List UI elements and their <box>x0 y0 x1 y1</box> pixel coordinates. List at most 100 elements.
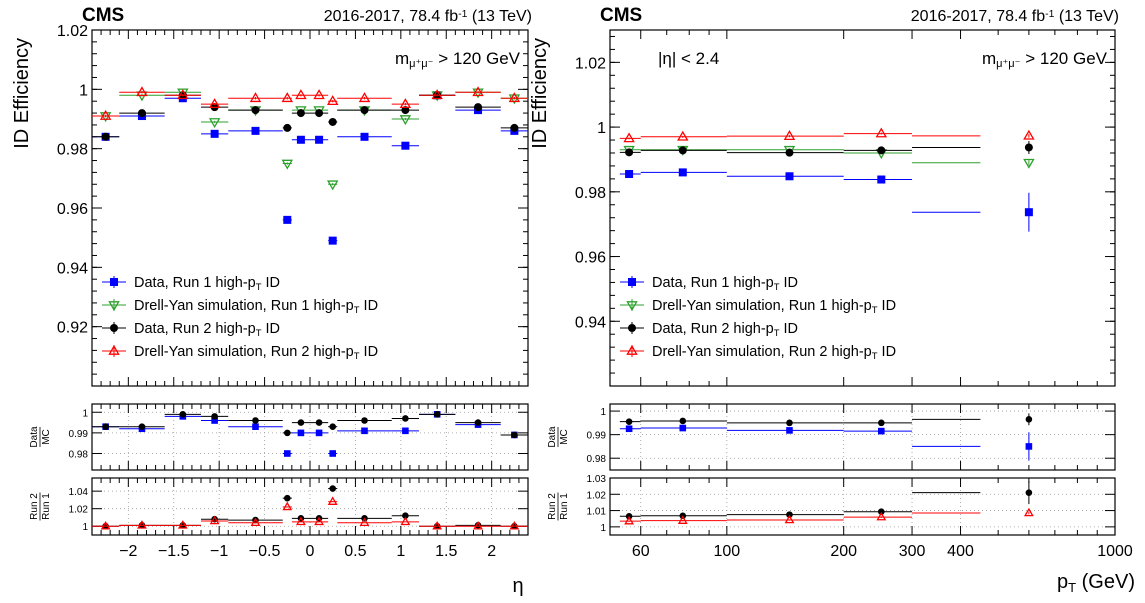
y-tick-label: 0.99 <box>69 429 89 440</box>
ratio-label-run2-run1: Run 2 Run 1 <box>29 492 52 521</box>
data-point-dy_run2 <box>472 86 484 97</box>
data-point-data_run1 <box>402 427 409 435</box>
data-point-dy_run2 <box>313 89 325 100</box>
text-span: Data, Run 2 high-p <box>652 321 774 337</box>
data-point-data_run1 <box>329 450 337 457</box>
y-tick-label: 1.03 <box>587 474 607 485</box>
data-point-data_run1 <box>283 450 291 457</box>
y-tick-label: 0.98 <box>69 450 89 461</box>
legend-marker <box>108 344 120 355</box>
x-tick-label: 60 <box>632 543 650 560</box>
data-point-data_run2 <box>283 494 291 502</box>
legend-label: Drell-Yan simulation, Run 2 high-pT ID <box>134 344 378 361</box>
data-point-data_run2 <box>101 132 110 141</box>
data-point-dy_run2 <box>295 89 307 100</box>
text-span: m <box>395 49 409 68</box>
data-point-data_run2 <box>1024 143 1033 152</box>
data-point-data_run2 <box>474 419 482 426</box>
data-point-data_run2 <box>102 423 109 430</box>
data-point-dy_run1 <box>472 88 484 99</box>
data-point-data_run2 <box>474 103 483 112</box>
legend-marker <box>628 324 636 332</box>
data-point-data_run1 <box>1024 208 1033 217</box>
subscript: T <box>354 304 360 315</box>
series-data_run2 <box>619 413 1033 427</box>
data-point-dy_run1 <box>399 115 412 126</box>
series-dy_run2 <box>619 127 1035 143</box>
legend-entry-data_run1: Data, Run 1 high-pT ID <box>102 275 280 292</box>
data-point-dy_run2 <box>359 517 370 527</box>
data-point-data_run1 <box>315 135 324 144</box>
data-point-dy_run1 <box>99 112 112 123</box>
text-span: Drell-Yan simulation, Run 2 high-p <box>134 344 354 360</box>
data-point-data_run2 <box>625 418 633 425</box>
x-tick-label: 1000 <box>1097 543 1133 560</box>
x-tick-label: 200 <box>830 543 857 560</box>
ratio-label-data-mc: Data MC <box>547 426 570 448</box>
mass-cut-label: mμ⁺μ⁻ > 120 GeV <box>982 49 1108 70</box>
data-point-data_run1 <box>678 168 687 177</box>
y-tick-label: 0.98 <box>575 185 606 202</box>
x-tick-label: 1 <box>396 543 405 560</box>
series-data_run1 <box>92 91 528 245</box>
data-point-data_run1 <box>679 424 687 432</box>
data-point-dy_run2 <box>508 92 521 103</box>
main-plot: 0.94 0.96 0.98 1 1.02 <box>575 29 1116 387</box>
data-point-dy_run2 <box>473 520 483 530</box>
data-point-dy_run1 <box>508 94 521 105</box>
data-point-data_run2 <box>1025 416 1033 423</box>
data-point-dy_run2 <box>99 109 112 120</box>
y-tick-label: 1.02 <box>69 505 89 516</box>
data-point-data_run1 <box>785 172 794 181</box>
y-tick-label: 0.98 <box>57 142 88 159</box>
superscript: -1 <box>458 9 467 20</box>
subscript: μ⁺μ⁻ <box>996 58 1021 70</box>
data-point-data_run2 <box>878 419 885 427</box>
x-tick-label: 1.5 <box>435 543 457 560</box>
ratio-label-run2-run1: Run 2 Run 1 <box>547 492 570 521</box>
data-point-dy_run2 <box>623 132 635 143</box>
data-point-data_run1 <box>296 135 305 144</box>
data-point-dy_run2 <box>208 98 221 109</box>
data-point-dy_run2 <box>177 89 189 100</box>
data-point-data_run1 <box>211 417 218 424</box>
y-tick-label: 0.94 <box>57 260 88 277</box>
subscript: T <box>354 350 360 361</box>
data-point-dy_run2 <box>136 86 148 97</box>
series-dy_run2 <box>92 86 528 120</box>
text-span: m <box>982 49 996 68</box>
data-point-dy_run2 <box>431 89 443 100</box>
ratio-label-data-mc: Data MC <box>29 426 52 448</box>
series-dy_run2 <box>92 496 528 530</box>
series-data_run2 <box>619 481 1033 520</box>
data-point-data_run1 <box>360 132 369 141</box>
data-point-data_run1 <box>1025 443 1033 450</box>
legend-label: Drell-Yan simulation, Run 1 high-pT ID <box>652 298 896 315</box>
text-span: 2016-2017, 78.4 fb <box>911 8 1045 25</box>
data-point-data_run2 <box>510 123 519 132</box>
x-tick-label: 2 <box>487 543 496 560</box>
data-point-data_run1 <box>625 425 633 433</box>
data-point-dy_run2 <box>250 517 261 527</box>
data-point-dy_run2 <box>177 520 188 529</box>
data-point-dy_run2 <box>399 98 412 109</box>
main-plot: 0.92 0.94 0.96 0.98 1 1.02 <box>57 23 529 387</box>
data-point-data_run2 <box>786 419 793 427</box>
x-tick-label: 300 <box>899 543 926 560</box>
text-span: > 120 GeV <box>434 49 521 68</box>
data-point-data_run2 <box>786 511 793 518</box>
subscript: T <box>774 327 780 338</box>
data-point-dy_run2 <box>624 515 635 525</box>
legend-label: Data, Run 2 high-pT ID <box>652 321 798 338</box>
data-point-dy_run2 <box>249 92 262 103</box>
text-span: Drell-Yan simulation, Run 1 high-p <box>652 298 872 314</box>
series-data_run1 <box>92 411 528 457</box>
data-point-data_run2 <box>329 485 337 492</box>
x-axis-title: pT (GeV) <box>1057 571 1135 595</box>
y-tick-label: 0.99 <box>587 431 607 442</box>
x-tick-label: −1 <box>210 543 228 560</box>
data-point-data_run1 <box>283 215 292 224</box>
series-dy_run1 <box>92 88 528 191</box>
